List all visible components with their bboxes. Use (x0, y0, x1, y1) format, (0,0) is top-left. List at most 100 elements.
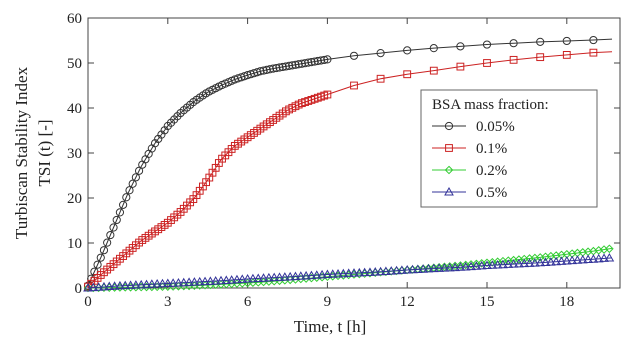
data-point (354, 267, 365, 277)
x-axis-title: Time, t [h] (294, 317, 367, 336)
data-point (99, 281, 109, 291)
data-point (294, 60, 303, 69)
data-point (583, 254, 593, 264)
data-point (284, 61, 294, 70)
data-point (285, 271, 296, 281)
data-point (514, 258, 524, 268)
data-point (365, 267, 375, 276)
data-point (456, 62, 465, 71)
data-point (391, 265, 402, 275)
data-point (322, 269, 333, 278)
data-point (146, 279, 157, 288)
legend-item: 0.2% (432, 163, 507, 179)
series-triangle (83, 253, 615, 292)
legend-title: BSA mass fraction: (432, 97, 549, 113)
data-point (456, 42, 465, 51)
data-point (216, 275, 226, 285)
data-point (112, 215, 121, 225)
legend-label: 0.5% (476, 185, 507, 201)
data-point (588, 254, 599, 263)
series-circle (83, 35, 613, 290)
data-point (483, 59, 491, 67)
data-point (567, 255, 577, 265)
y-tick-label: 20 (67, 191, 82, 207)
data-point (333, 268, 343, 278)
legend-label: 0.1% (476, 141, 507, 157)
data-point (88, 282, 99, 292)
data-point (272, 63, 281, 73)
data-point (577, 254, 588, 264)
data-point (291, 60, 300, 69)
data-point (403, 46, 412, 55)
data-point (423, 263, 434, 273)
data-point (482, 40, 492, 49)
data-point (274, 272, 285, 281)
data-point (226, 275, 237, 284)
data-point (323, 90, 332, 99)
data-point (316, 56, 326, 65)
y-tick-label: 50 (67, 56, 82, 72)
data-point (295, 271, 306, 280)
data-point (307, 58, 316, 67)
data-point (530, 258, 540, 267)
data-point (524, 258, 535, 267)
data-point (503, 259, 514, 268)
data-point (320, 55, 329, 65)
data-point (168, 278, 178, 287)
data-point (313, 56, 322, 66)
legend-item: 0.5% (432, 185, 507, 201)
data-point (589, 48, 598, 57)
data-point (471, 261, 482, 270)
data-point (248, 273, 258, 283)
data-point (242, 273, 253, 283)
data-point (508, 259, 519, 268)
y-tick-label: 40 (67, 101, 82, 117)
data-point (210, 276, 221, 285)
data-point (460, 261, 471, 271)
legend: BSA mass fraction: 0.05% 0.1% 0.2% 0.5% (420, 89, 598, 208)
data-point (386, 266, 397, 275)
data-point (103, 238, 112, 247)
data-point (327, 269, 338, 278)
data-point (599, 253, 609, 262)
data-point (152, 279, 163, 288)
legend-item: 0.1% (432, 141, 507, 157)
data-point (402, 264, 413, 274)
y-axis-title-line1: Turbiscan Stability Index (12, 66, 31, 239)
data-point (93, 260, 102, 269)
y-tick-label: 0 (75, 281, 83, 297)
data-point (264, 272, 274, 282)
data-point (258, 273, 269, 282)
data-point (301, 270, 311, 280)
ticks: 0 3 6 9 12 15 18 0 10 20 30 40 50 60 (67, 11, 620, 310)
data-point (376, 49, 385, 58)
data-point (109, 281, 120, 290)
data-point (487, 260, 498, 269)
data-point (498, 259, 508, 269)
data-point (418, 264, 429, 273)
data-point (349, 268, 359, 277)
data-point (125, 280, 136, 289)
data-point (338, 268, 349, 278)
data-point (290, 271, 301, 281)
data-point (122, 193, 131, 202)
data-point (429, 66, 438, 75)
data-point (119, 200, 128, 209)
data-point (205, 276, 216, 285)
data-point (359, 267, 370, 277)
y-axis-title-line2: TSI (t) [-] (35, 119, 54, 186)
series-square (84, 48, 613, 291)
data-point (269, 64, 278, 73)
x-tick-label: 6 (244, 294, 252, 310)
data-point (492, 259, 503, 269)
legend-item: 0.05% (432, 119, 515, 135)
data-point (120, 280, 131, 290)
data-point (349, 51, 359, 60)
data-point (93, 282, 104, 291)
data-point (300, 59, 310, 68)
data-point (237, 274, 248, 283)
data-point (109, 223, 118, 232)
data-point (317, 269, 327, 279)
data-point (221, 275, 232, 284)
